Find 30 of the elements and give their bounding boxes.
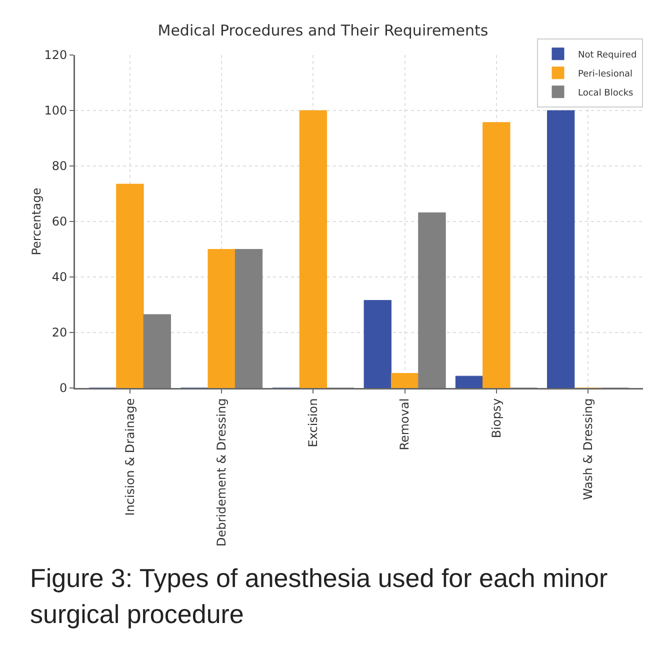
y-tick-label: 20 [52, 326, 68, 340]
bar [418, 212, 446, 388]
bar [234, 249, 263, 388]
legend-label: Peri-lesional [578, 69, 633, 80]
y-tick-label: 0 [59, 381, 68, 396]
y-tick-label: 40 [52, 270, 68, 284]
x-tick-label: Biopsy [489, 398, 504, 438]
x-tick-label: Excision [306, 398, 320, 448]
y-tick-label: 80 [52, 159, 68, 174]
y-tick-label: 120 [44, 48, 68, 62]
y-tick-label: 60 [52, 214, 68, 229]
y-tick-label: 100 [44, 104, 68, 118]
x-tick-label: Wash & Dressing [580, 398, 595, 500]
legend-label: Not Required [578, 50, 637, 60]
chart-title: Medical Procedures and Their Requirements [158, 21, 488, 40]
bar [455, 376, 484, 388]
bar [299, 110, 328, 388]
x-tick-label: Incision & Drainage [122, 398, 137, 516]
bar [482, 122, 510, 388]
bar [547, 110, 575, 388]
bar [116, 184, 144, 388]
bar [143, 314, 171, 388]
bar [364, 300, 392, 388]
x-tick-label: Debridement & Dressing [214, 398, 228, 547]
legend-label: Local Blocks [578, 88, 634, 98]
caption: Figure 3: Types of anesthesia used for each minor surgical procedure [30, 562, 609, 632]
y-axis-title: Percentage [30, 188, 44, 256]
bar [390, 373, 419, 388]
bar [208, 249, 236, 388]
x-tick-label: Removal [398, 398, 412, 450]
